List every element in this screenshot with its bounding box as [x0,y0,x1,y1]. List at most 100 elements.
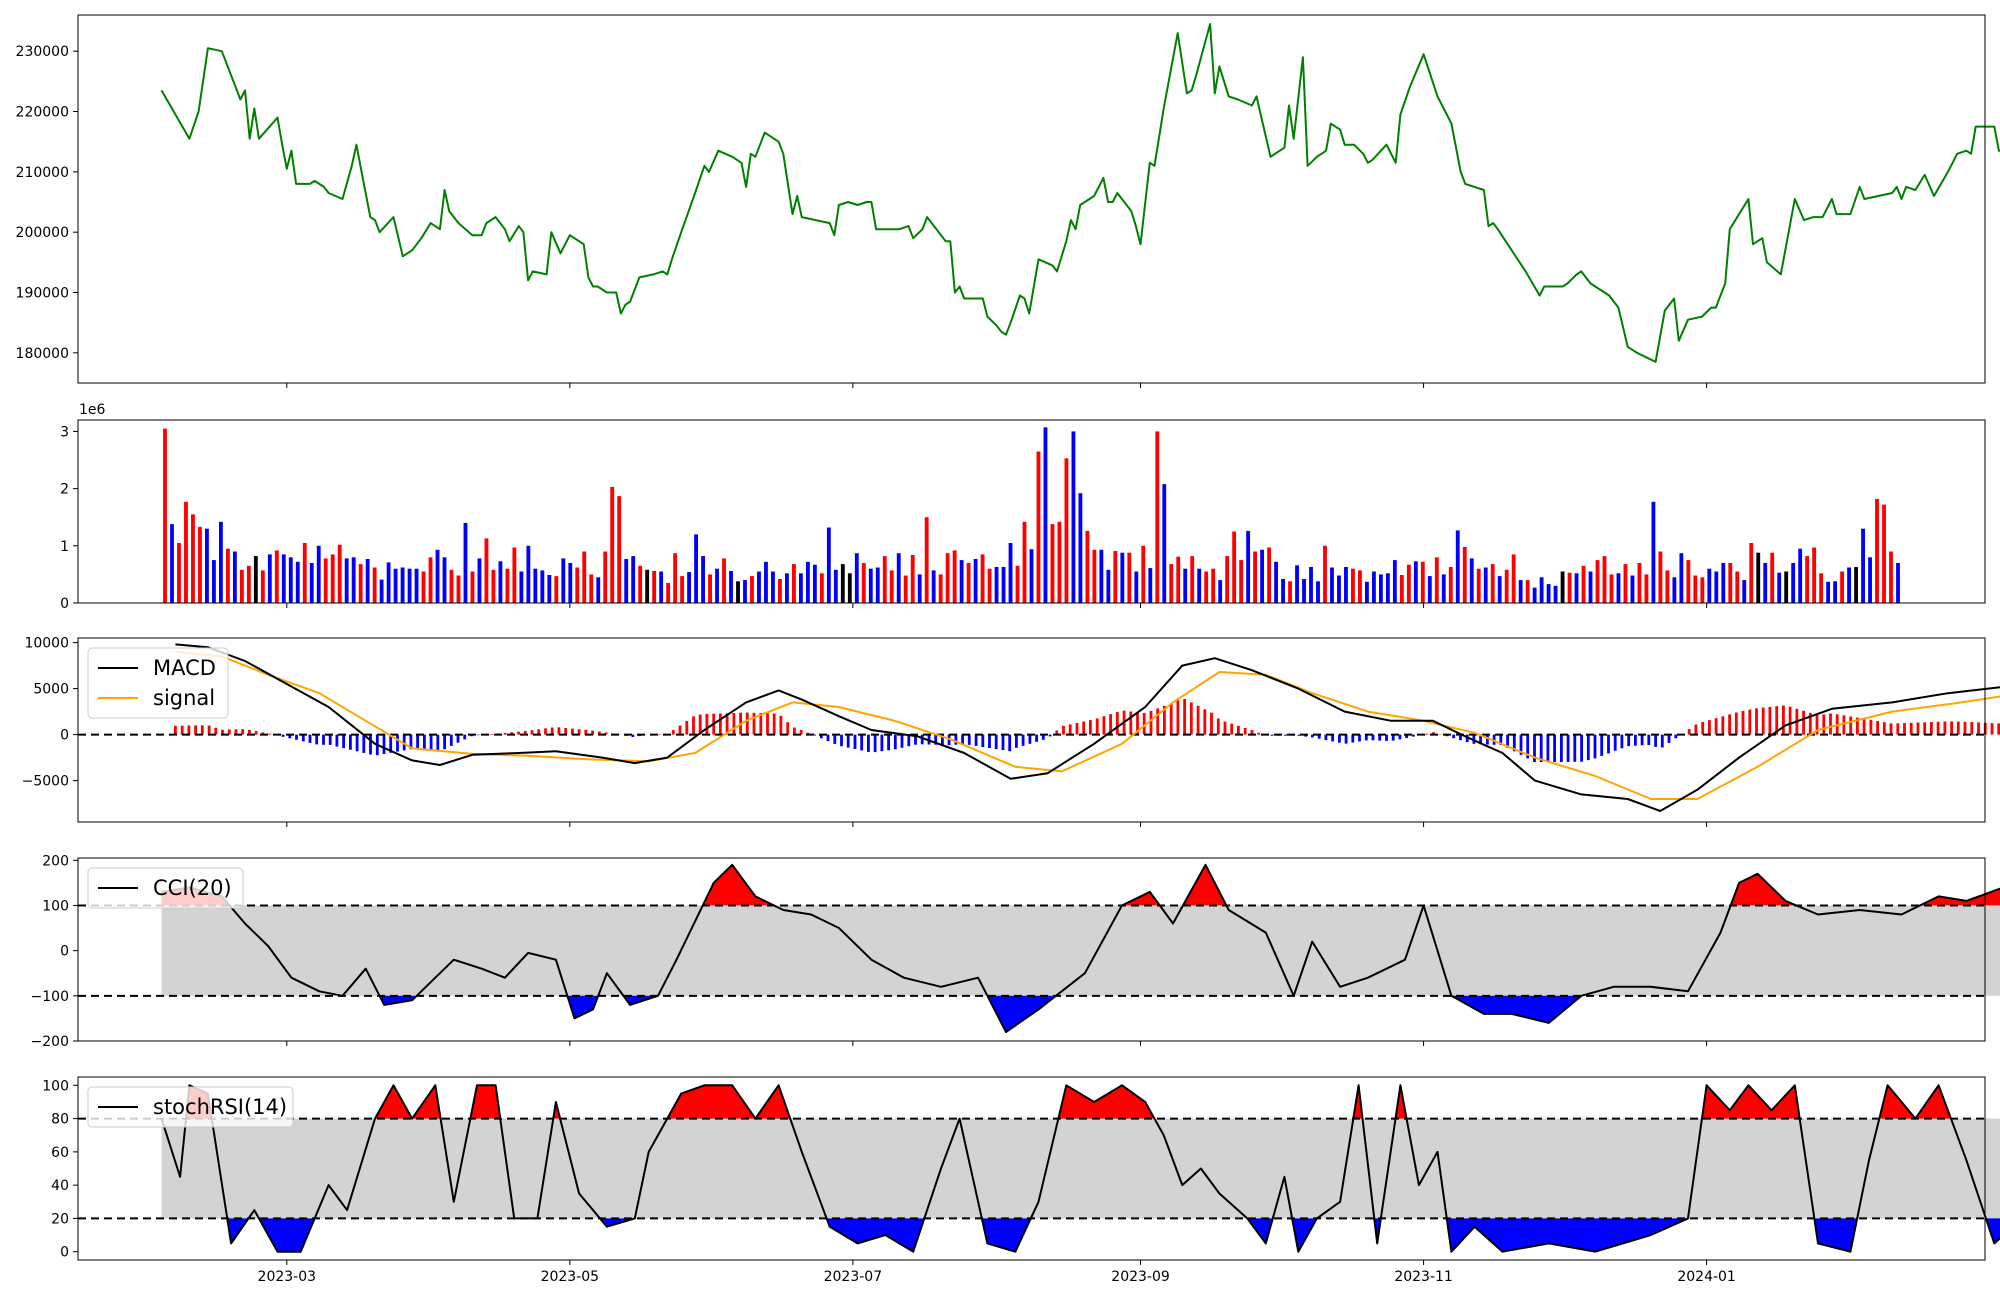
volume-bar [1309,567,1313,603]
macd-histogram-bar [1297,734,1301,736]
volume-bar [1693,575,1698,603]
macd-histogram-bar [1048,734,1052,737]
volume-bar [812,564,817,603]
macd-histogram-bar [1660,734,1664,748]
volume-bar [1854,567,1858,603]
macd-legend-label: MACD [153,656,216,680]
macd-histogram-bar [1331,734,1334,742]
macd-histogram-bar [1546,734,1550,763]
volume-bar [1630,575,1635,603]
volume-bar [1539,577,1544,603]
macd-histogram-bar [221,729,224,735]
macd-ytick-label: 5000 [33,682,69,698]
volume-bar [938,574,943,603]
macd-histogram-bar [1613,734,1617,751]
macd-histogram-bar [591,730,594,735]
macd-histogram-bar [1351,734,1355,743]
volume-bar [491,569,496,603]
macd-histogram-bar [295,734,298,740]
volume-bar [1127,552,1132,603]
cci-legend-box [87,867,244,909]
volume-bar [372,567,377,603]
macd-histogram-bar [799,729,803,735]
macd-histogram-bar [1533,734,1536,762]
volume-bar [1211,568,1216,603]
volume-bar [1204,571,1209,603]
macd-histogram-bar [1216,718,1220,735]
stochrsi-ytick-label: 100 [42,1078,69,1094]
signal-line [175,650,2000,800]
volume-bar [701,556,705,603]
volume-bar [246,565,251,603]
volume-bar [917,574,922,603]
volume-bar [603,551,608,603]
volume-bar [1371,571,1376,603]
macd-histogram-bar [1970,722,1974,735]
macd-histogram-bar [1936,721,1940,735]
volume-bar [1518,580,1523,603]
stochrsi-panel: 0 20 40 60 80 100 stochRSI(14) 2023-03 2023-05 20… [42,1076,2000,1285]
volume-bar [1756,552,1761,603]
volume-bar [910,555,915,603]
volume-bar [1267,547,1272,603]
volume-bar [1008,543,1013,603]
macd-histogram-bar [476,734,480,736]
volume-bar [463,522,468,603]
macd-histogram-bar [1001,734,1005,751]
volume-bar [966,563,971,603]
macd-histogram-bar [1566,734,1570,762]
macd-histogram-bar [1728,714,1731,735]
macd-histogram-bar [1560,734,1563,762]
macd-histogram-bar [1129,711,1133,735]
volume-bar [1840,571,1845,603]
cci-oversold-fill [161,995,2000,1032]
volume-bar [1218,580,1223,603]
volume-bar [1358,570,1362,603]
macd-histogram-bar [873,734,877,753]
volume-bar [722,558,726,603]
cci-panel: −200 −100 0 100 200 CCI(20) [31,853,2000,1050]
volume-bar [771,571,775,603]
price-ytick-label: 180000 [16,346,69,362]
volume-bar [1588,571,1593,603]
price-line [160,23,2000,363]
macd-histogram-bar [1600,734,1604,756]
volume-bar [407,568,412,603]
macd-histogram-bar [853,734,857,749]
volume-frame [77,419,1986,604]
macd-histogram-bar [1808,712,1812,735]
macd-histogram-bar [1573,734,1577,762]
volume-bar [1616,573,1621,603]
volume-bar [519,571,524,603]
macd-histogram-bar [1916,722,1920,735]
macd-histogram-bar [1654,734,1657,747]
macd-histogram-bar [1997,723,2000,735]
volume-scale-label: 1e6 [79,402,106,418]
macd-histogram-bar [315,734,319,745]
volume-bar [1770,552,1775,603]
volume-bar [1295,565,1299,603]
volume-bar [568,563,573,603]
volume-bar [687,572,692,603]
volume-bar [889,570,894,603]
macd-histogram-bar [1284,734,1287,736]
macd-histogram-bar [967,734,971,745]
macd-histogram-bar [369,734,372,755]
macd-histogram-bar [1708,720,1711,735]
macd-histogram-bar [631,734,635,737]
cci-overbought-fill [161,864,2000,906]
macd-histogram-bar [396,734,399,752]
volume-bar [1497,576,1502,603]
volume-bar [1134,571,1139,603]
macd-histogram-bar [1963,721,1967,735]
volume-bar [1861,528,1865,603]
volume-bar [1700,577,1705,603]
macd-histogram-bar [268,733,271,735]
volume-bar [798,573,803,603]
volume-bar [267,554,272,603]
macd-legend-box [87,647,229,719]
macd-histogram-bar [671,730,675,735]
macd-histogram-bar [544,728,547,735]
macd-histogram-bar [1903,723,1906,735]
volume-bar [1875,498,1879,603]
